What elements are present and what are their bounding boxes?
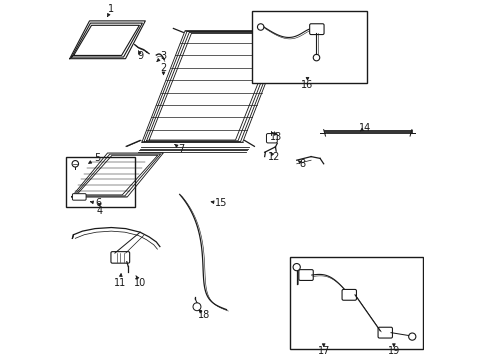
FancyBboxPatch shape <box>298 270 313 280</box>
Text: 5: 5 <box>94 153 100 163</box>
Text: 14: 14 <box>358 123 370 133</box>
FancyBboxPatch shape <box>309 24 324 35</box>
Text: 7: 7 <box>178 144 184 154</box>
Text: 16: 16 <box>301 80 313 90</box>
Text: 15: 15 <box>214 198 227 208</box>
Text: 13: 13 <box>269 132 282 142</box>
Text: 8: 8 <box>299 159 305 169</box>
FancyBboxPatch shape <box>377 327 392 338</box>
Text: 9: 9 <box>138 51 143 61</box>
Text: 1: 1 <box>108 4 114 14</box>
FancyBboxPatch shape <box>342 289 356 300</box>
Text: 10: 10 <box>134 278 146 288</box>
Text: 3: 3 <box>160 51 166 61</box>
Bar <box>66 157 134 207</box>
FancyBboxPatch shape <box>266 134 277 143</box>
Text: 4: 4 <box>96 206 102 216</box>
Text: 6: 6 <box>96 198 102 208</box>
FancyBboxPatch shape <box>72 194 86 200</box>
Text: 11: 11 <box>114 278 126 288</box>
Bar <box>251 11 366 83</box>
FancyBboxPatch shape <box>111 252 129 263</box>
Text: 18: 18 <box>198 310 210 320</box>
Text: 17: 17 <box>317 346 329 356</box>
Text: 19: 19 <box>387 346 399 356</box>
Text: 12: 12 <box>267 152 280 162</box>
Bar <box>289 257 422 349</box>
Text: 2: 2 <box>160 63 166 73</box>
